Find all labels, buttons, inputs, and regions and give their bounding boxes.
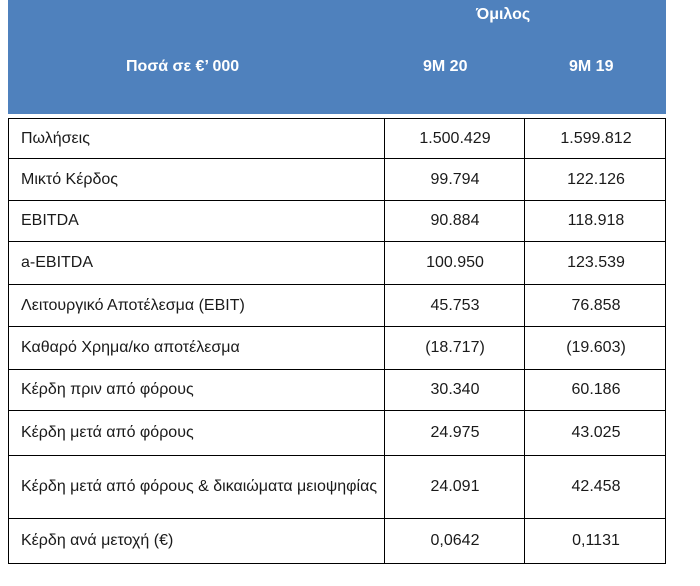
table-row: Καθαρό Χρημα/κο αποτέλεσμα (18.717) (19.… bbox=[8, 327, 666, 370]
table-row: Κέρδη πριν από φόρους 30.340 60.186 bbox=[8, 370, 666, 411]
row-label: EBITDA bbox=[21, 212, 79, 229]
row-label: Λειτουργικό Αποτέλεσμα (EBIT) bbox=[21, 296, 245, 314]
value-9m20: 90.884 bbox=[384, 201, 525, 241]
period-header-9m19: 9M 19 bbox=[569, 58, 614, 75]
value-9m20: 24.975 bbox=[384, 411, 525, 455]
value-9m19: 123.539 bbox=[524, 242, 667, 284]
table-row: Κέρδη μετά από φόρους & δικαιώματα μειοψ… bbox=[8, 456, 666, 519]
row-label: a-EBITDA bbox=[21, 254, 94, 271]
value-9m19: 60.186 bbox=[524, 370, 667, 410]
amounts-column-header: Ποσά σε €’ 000 bbox=[126, 58, 240, 75]
value-9m19: 122.126 bbox=[524, 159, 667, 200]
row-label: Κέρδη μετά από φόρους bbox=[21, 424, 194, 441]
table-row: Πωλήσεις 1.500.429 1.599.812 bbox=[8, 118, 666, 159]
table-header: Όμιλος Ποσά σε €’ 000 9M 20 9M 19 bbox=[8, 0, 666, 114]
table-row: Μικτό Κέρδος 99.794 122.126 bbox=[8, 159, 666, 201]
value-9m20: 30.340 bbox=[384, 370, 525, 410]
value-9m20: 99.794 bbox=[384, 159, 525, 200]
table-row: Κέρδη μετά από φόρους 24.975 43.025 bbox=[8, 411, 666, 456]
value-9m19: (19.603) bbox=[524, 327, 667, 369]
value-9m19: 0,1131 bbox=[524, 519, 667, 563]
row-label: Καθαρό Χρημα/κο αποτέλεσμα bbox=[21, 339, 240, 356]
value-9m20: 0,0642 bbox=[384, 519, 525, 563]
value-9m20: (18.717) bbox=[384, 327, 525, 369]
group-label: Όμιλος bbox=[476, 6, 531, 23]
value-9m19: 42.458 bbox=[524, 456, 667, 518]
value-9m19: 43.025 bbox=[524, 411, 667, 455]
table-row: Κέρδη ανά μετοχή (€) 0,0642 0,1131 bbox=[8, 519, 666, 564]
value-9m19: 118.918 bbox=[524, 201, 667, 241]
row-label: Μικτό Κέρδος bbox=[21, 170, 118, 188]
row-label: Κέρδη ανά μετοχή (€) bbox=[21, 532, 174, 549]
value-9m19: 76.858 bbox=[524, 285, 667, 326]
row-label: Κέρδη πριν από φόρους bbox=[21, 381, 194, 398]
period-header-9m20: 9M 20 bbox=[423, 58, 468, 75]
value-9m20: 45.753 bbox=[384, 285, 525, 326]
value-9m20: 1.500.429 bbox=[384, 119, 525, 158]
table-row: a-EBITDA 100.950 123.539 bbox=[8, 242, 666, 285]
value-9m19: 1.599.812 bbox=[524, 119, 667, 158]
row-label: Πωλήσεις bbox=[21, 129, 90, 147]
financials-table: Πωλήσεις 1.500.429 1.599.812 Μικτό Κέρδο… bbox=[8, 118, 666, 564]
row-label: Κέρδη μετά από φόρους & δικαιώματα μειοψ… bbox=[21, 478, 378, 495]
value-9m20: 24.091 bbox=[384, 456, 525, 518]
table-row: EBITDA 90.884 118.918 bbox=[8, 201, 666, 242]
value-9m20: 100.950 bbox=[384, 242, 525, 284]
table-row: Λειτουργικό Αποτέλεσμα (EBIT) 45.753 76.… bbox=[8, 285, 666, 327]
